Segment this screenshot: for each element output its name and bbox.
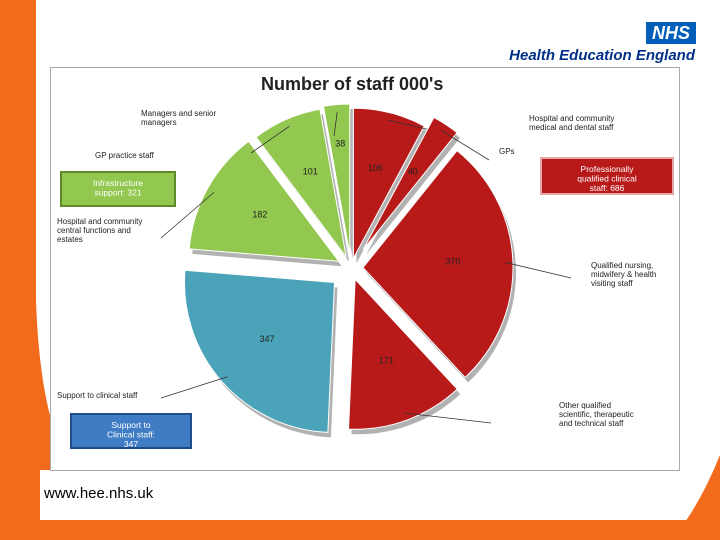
left-orange-band	[0, 0, 72, 470]
leader-line	[333, 112, 338, 137]
category-label: Qualified nursing, midwifery & health visi…	[591, 261, 656, 288]
organisation-name: Health Education England	[509, 47, 695, 64]
pie-slice	[255, 108, 347, 258]
nhs-logo: NHS	[646, 22, 696, 44]
data-label: 106	[368, 163, 383, 173]
category-label: Managers and senior managers	[141, 109, 216, 127]
category-label: Support to clinical staff	[57, 391, 138, 400]
pie-slice	[352, 107, 425, 259]
leader-line	[505, 262, 572, 279]
footer-white-area	[40, 470, 720, 520]
pie-slice	[362, 116, 458, 250]
data-label: 38	[335, 138, 345, 148]
leader-line	[404, 412, 492, 424]
data-label: 182	[252, 210, 267, 220]
footer-url[interactable]: www.hee.nhs.uk	[44, 485, 154, 502]
pie-slice	[184, 269, 336, 433]
pie-slice	[348, 278, 458, 430]
data-label: 101	[303, 166, 318, 176]
leader-line	[160, 192, 215, 239]
data-label: 171	[379, 356, 394, 366]
pie-slice	[322, 103, 351, 255]
category-label: Hospital and community central functions …	[57, 217, 142, 244]
staff-pie-chart: Number of staff 000's 106 Hospital and com…	[57, 74, 674, 449]
pie-slice	[362, 149, 514, 379]
chart-frame: Number of staff 000's 106 Hospital and com…	[50, 67, 680, 471]
data-label: 370	[445, 256, 460, 266]
chart-title: Number of staff 000's	[261, 74, 443, 94]
leader-line	[160, 376, 228, 399]
group-label-box	[540, 157, 674, 195]
leader-line	[441, 130, 490, 161]
category-label: Other qualified scientific, therapeutic an…	[559, 401, 634, 428]
leader-line	[250, 125, 290, 154]
category-label: Hospital and community medical and dental…	[529, 114, 614, 132]
category-label: GPs	[499, 147, 515, 156]
data-label: 347	[259, 334, 274, 344]
group-label-box	[70, 413, 192, 449]
group-label: Support to Clinical staff: 347	[107, 420, 155, 449]
pie-slice	[188, 140, 340, 262]
group-label-box	[60, 171, 176, 207]
group-label: Infrastructure support: 321	[93, 178, 143, 198]
data-label: 40	[408, 167, 418, 177]
group-label: Professionally qualified clinical staff: 6…	[577, 164, 637, 193]
corner-orange-swoosh	[672, 455, 720, 540]
category-label: GP practice staff	[95, 151, 155, 160]
